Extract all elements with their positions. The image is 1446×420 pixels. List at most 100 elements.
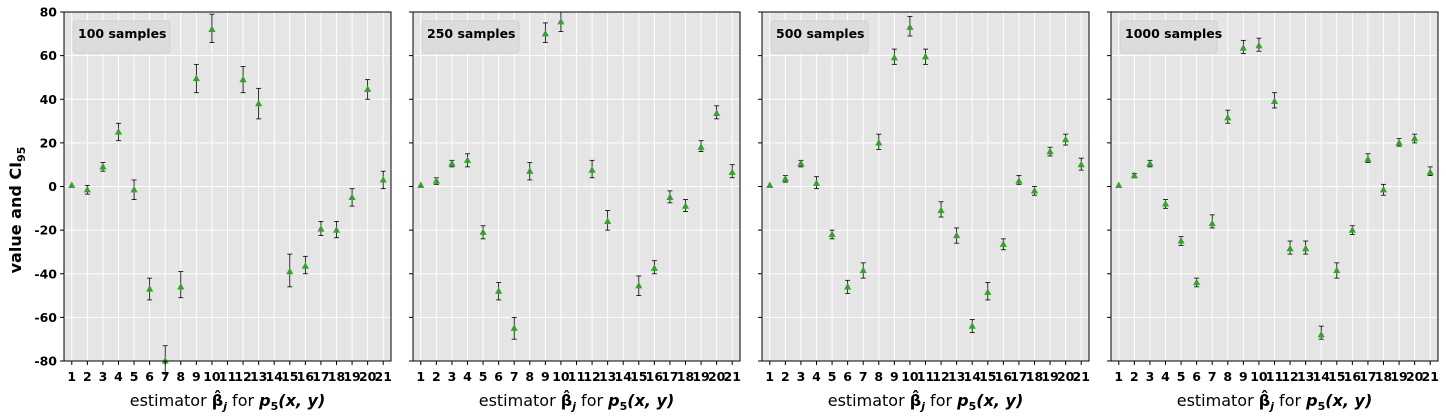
data-point bbox=[1030, 186, 1039, 194]
data-point bbox=[161, 357, 169, 364]
data-point bbox=[317, 225, 325, 232]
data-point bbox=[875, 138, 883, 146]
data-point bbox=[177, 282, 185, 290]
x-tick-label: 18 bbox=[1375, 369, 1392, 384]
x-tick-label: 8 bbox=[874, 369, 883, 384]
x-tick-label: 16 bbox=[297, 369, 315, 384]
x-tick-label: 13 bbox=[250, 369, 267, 384]
x-axis-label-part: estimator bbox=[130, 391, 212, 410]
x-axis-label-part: for bbox=[1274, 391, 1306, 410]
data-point bbox=[286, 267, 294, 275]
x-tick-label: 14 bbox=[964, 369, 982, 384]
x-tick-label: 11 bbox=[219, 369, 236, 384]
x-axis-label-part: β̂ bbox=[212, 390, 223, 410]
x-tick-label: 21 bbox=[1073, 369, 1090, 384]
x-tick-label: 20 bbox=[708, 369, 726, 384]
x-axis-label-part: for bbox=[227, 391, 259, 410]
legend-box bbox=[1119, 20, 1218, 54]
data-point bbox=[541, 29, 549, 37]
data-point bbox=[1255, 41, 1263, 49]
x-tick-label: 16 bbox=[646, 369, 664, 384]
x-axis-label-part: j bbox=[1268, 400, 1274, 413]
x-axis-label-part: p bbox=[956, 391, 968, 410]
y-tick-label: -40 bbox=[34, 266, 57, 281]
x-tick-label: 12 bbox=[234, 369, 251, 384]
x-tick-label: 19 bbox=[343, 369, 360, 384]
data-point bbox=[604, 217, 612, 224]
data-point bbox=[1302, 244, 1310, 252]
y-tick-label: 40 bbox=[40, 92, 58, 107]
x-tick-label: 9 bbox=[541, 369, 550, 384]
x-axis-label-part: (x, y) bbox=[976, 391, 1023, 410]
x-tick-label: 5 bbox=[1177, 369, 1186, 384]
data-point bbox=[1046, 147, 1054, 155]
y-tick-label: -80 bbox=[34, 354, 57, 369]
x-axis-label-part: j bbox=[570, 400, 576, 413]
data-point bbox=[844, 282, 852, 290]
x-tick-label: 17 bbox=[312, 369, 329, 384]
x-tick-label: 7 bbox=[161, 369, 170, 384]
y-tick-label: -60 bbox=[34, 310, 57, 325]
y-tick-label: 60 bbox=[40, 48, 58, 63]
data-point bbox=[479, 228, 487, 235]
data-point bbox=[301, 262, 309, 269]
legend-title: 500 samples bbox=[776, 26, 865, 41]
x-tick-label: 1 bbox=[765, 369, 774, 384]
x-tick-label: 3 bbox=[1146, 369, 1155, 384]
x-tick-label: 18 bbox=[677, 369, 694, 384]
data-point bbox=[713, 109, 721, 117]
data-point bbox=[728, 168, 736, 175]
x-tick-label: 12 bbox=[932, 369, 949, 384]
data-point bbox=[1177, 237, 1185, 244]
y-axis-label: value and CI95 bbox=[6, 147, 28, 274]
x-tick-label: 4 bbox=[463, 369, 472, 384]
data-point bbox=[1270, 97, 1279, 105]
data-point bbox=[1364, 155, 1372, 162]
data-point bbox=[1379, 185, 1388, 193]
x-tick-label: 3 bbox=[448, 369, 457, 384]
x-axis-label-part: (x, y) bbox=[627, 391, 674, 410]
data-point bbox=[1146, 159, 1154, 167]
legend-box bbox=[421, 20, 520, 54]
data-point bbox=[681, 202, 690, 209]
legend-title: 250 samples bbox=[427, 26, 516, 41]
x-tick-label: 15 bbox=[979, 369, 996, 384]
x-tick-label: 7 bbox=[859, 369, 868, 384]
x-axis-label-part: estimator bbox=[479, 391, 561, 410]
x-tick-label: 20 bbox=[1406, 369, 1424, 384]
x-axis-label-part: p bbox=[607, 391, 619, 410]
legend-box bbox=[770, 20, 869, 54]
x-tick-label: 19 bbox=[692, 369, 709, 384]
x-tick-label: 14 bbox=[1313, 369, 1331, 384]
x-tick-label: 13 bbox=[599, 369, 616, 384]
data-point bbox=[1015, 177, 1023, 184]
y-tick-label: 80 bbox=[40, 5, 58, 20]
x-tick-label: 6 bbox=[494, 369, 503, 384]
x-tick-label: 8 bbox=[176, 369, 185, 384]
x-axis-label-part: j bbox=[919, 400, 925, 413]
x-tick-label: 15 bbox=[281, 369, 298, 384]
data-point bbox=[968, 322, 976, 329]
x-tick-label: 4 bbox=[1161, 369, 1170, 384]
data-point bbox=[1115, 181, 1123, 189]
x-tick-label: 14 bbox=[266, 369, 284, 384]
data-point bbox=[921, 52, 930, 60]
data-point bbox=[906, 23, 914, 30]
x-tick-label: 17 bbox=[661, 369, 678, 384]
data-point bbox=[1426, 168, 1434, 175]
y-tick-label: 0 bbox=[48, 179, 57, 194]
x-tick-label: 18 bbox=[1026, 369, 1043, 384]
data-point bbox=[1077, 160, 1085, 168]
x-axis-label-part: for bbox=[576, 391, 608, 410]
y-tick-label: 20 bbox=[40, 135, 58, 150]
data-point bbox=[1193, 278, 1201, 286]
data-point bbox=[99, 162, 107, 170]
legend-title: 100 samples bbox=[78, 26, 167, 41]
data-point bbox=[255, 99, 263, 107]
data-point bbox=[588, 166, 596, 173]
data-point bbox=[1317, 330, 1325, 338]
x-tick-label: 21 bbox=[375, 369, 392, 384]
x-tick-label: 9 bbox=[890, 369, 899, 384]
data-point bbox=[1062, 135, 1070, 143]
